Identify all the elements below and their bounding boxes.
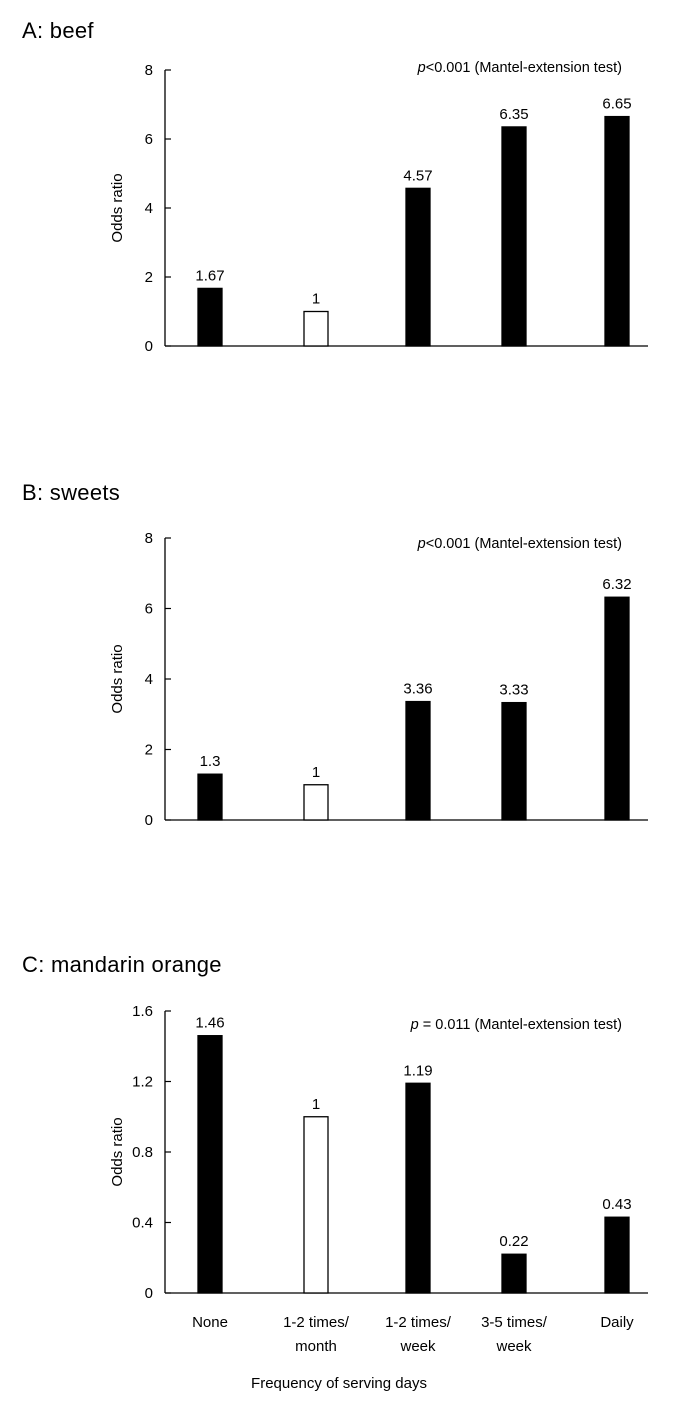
x-tick-label: 1-2 times/ — [283, 1314, 350, 1331]
data-label: 1.46 — [195, 1015, 224, 1032]
bar — [405, 187, 431, 347]
significance-annotation: p<0.001 (Mantel-extension test) — [417, 536, 622, 552]
y-tick-label: 8 — [145, 62, 153, 79]
data-label: 4.57 — [403, 167, 432, 184]
bar — [604, 596, 630, 821]
x-tick-label: Daily — [600, 1314, 634, 1331]
x-tick-label: week — [399, 1338, 436, 1355]
panel-title: A: beef — [22, 18, 94, 43]
data-label: 1 — [312, 1096, 320, 1113]
bar — [405, 1082, 431, 1294]
data-label: 1.19 — [403, 1062, 432, 1079]
y-axis-label: Odds ratio — [109, 644, 126, 713]
data-label: 1 — [312, 764, 320, 781]
data-label: 6.35 — [499, 106, 528, 123]
significance-annotation: p<0.001 (Mantel-extension test) — [417, 60, 622, 76]
data-label: 0.43 — [602, 1196, 631, 1213]
data-label: 6.32 — [602, 576, 631, 593]
bar — [303, 1116, 329, 1294]
bar — [405, 700, 431, 821]
bar-chart-beef: 0 2 4 6 8 Odds ratio p<0.001 (Mantel-extension… — [109, 60, 648, 355]
bar — [604, 1216, 630, 1294]
bar — [604, 115, 630, 347]
data-label: 0.22 — [499, 1233, 528, 1250]
bar-chart-sweets: 0 2 4 6 8 Odds ratio p<0.001 (Mantel-extension… — [109, 530, 648, 829]
bar — [197, 773, 223, 821]
data-label: 3.33 — [499, 682, 528, 699]
significance-annotation: p = 0.011 (Mantel-extension test) — [410, 1017, 622, 1033]
y-tick-label: 4 — [145, 671, 153, 688]
y-tick-label: 6 — [145, 601, 153, 618]
panel-title: B: sweets — [22, 480, 121, 505]
y-tick-label: 0 — [145, 812, 153, 829]
bar — [501, 126, 527, 347]
bar — [303, 784, 329, 821]
x-tick-label: 3-5 times/ — [481, 1314, 548, 1331]
bar — [197, 287, 223, 347]
x-tick-label: month — [295, 1338, 337, 1355]
x-axis-label: Frequency of serving days — [251, 1375, 427, 1392]
y-tick-label: 0.8 — [132, 1144, 153, 1161]
y-tick-label: 0 — [145, 338, 153, 355]
bar — [501, 701, 527, 821]
bar — [197, 1035, 223, 1294]
panel-sweets: B: sweets 0 2 4 6 8 Odds ratio p<0.001 (Mantel… — [0, 472, 678, 872]
data-label: 6.65 — [602, 96, 631, 113]
bar — [501, 1253, 527, 1294]
bar-chart-mandarin-orange: 0 0.4 0.8 1.2 1.6 Odds ratio p = 0.011 (Mantel… — [109, 1003, 648, 1355]
data-label: 1.67 — [195, 267, 224, 284]
y-tick-label: 2 — [145, 269, 153, 286]
bar — [303, 310, 329, 347]
panel-beef: A: beef 0 2 4 6 8 Odds ratio p<0.001 (Mantel-e… — [0, 0, 678, 400]
x-tick-label: 1-2 times/ — [385, 1314, 452, 1331]
data-label: 1 — [312, 291, 320, 308]
x-tick-label: None — [192, 1314, 228, 1331]
panel-title: C: mandarin orange — [22, 952, 222, 977]
y-tick-label: 6 — [145, 131, 153, 148]
panel-mandarin-orange: C: mandarin orange 0 0.4 0.8 1.2 1.6 Odds rat… — [0, 940, 678, 1410]
y-tick-label: 4 — [145, 200, 153, 217]
y-axis-label: Odds ratio — [109, 1117, 126, 1186]
y-axis-label: Odds ratio — [109, 173, 126, 242]
y-tick-label: 2 — [145, 742, 153, 759]
data-label: 1.3 — [200, 753, 221, 770]
data-label: 3.36 — [403, 681, 432, 698]
y-tick-label: 0.4 — [132, 1215, 153, 1232]
y-tick-label: 1.6 — [132, 1003, 153, 1020]
y-tick-label: 1.2 — [132, 1074, 153, 1091]
x-tick-label: week — [495, 1338, 532, 1355]
y-tick-label: 0 — [145, 1285, 153, 1302]
y-tick-label: 8 — [145, 530, 153, 547]
